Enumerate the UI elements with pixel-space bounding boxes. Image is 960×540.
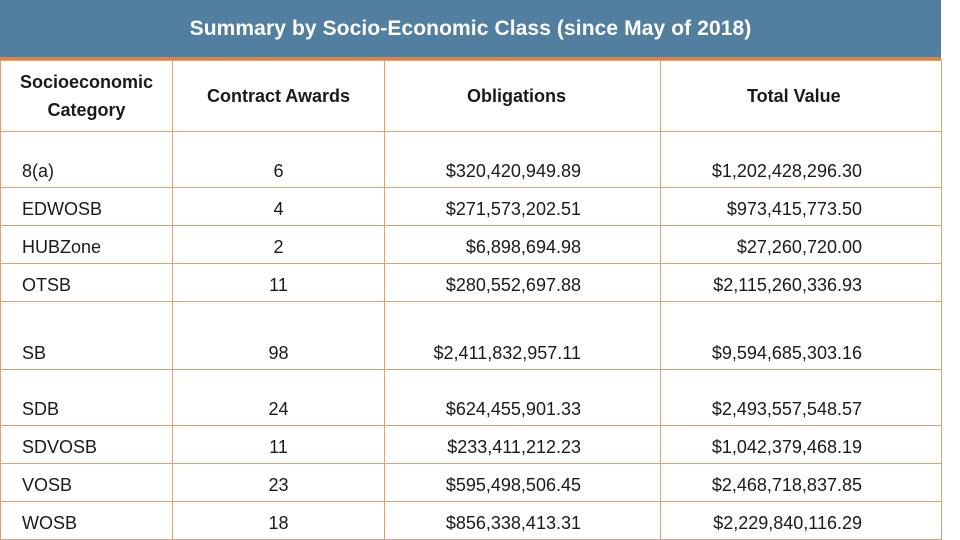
table-row: 8(a) 6 $320,420,949.89 $1,202,428,296.30 bbox=[0, 131, 942, 188]
cell-category: OTSB bbox=[0, 263, 173, 302]
cell-obligations: $280,552,697.88 bbox=[384, 263, 661, 302]
header-obligations: Obligations bbox=[384, 60, 661, 132]
cell-total: $2,229,840,116.29 bbox=[660, 501, 942, 540]
cell-awards: 23 bbox=[172, 463, 385, 502]
cell-awards: 4 bbox=[172, 187, 385, 226]
cell-obligations: $320,420,949.89 bbox=[384, 131, 661, 188]
table-row: VOSB 23 $595,498,506.45 $2,468,718,837.8… bbox=[0, 463, 942, 502]
cell-category: SDVOSB bbox=[0, 425, 173, 464]
cell-total: $1,202,428,296.30 bbox=[660, 131, 942, 188]
cell-obligations: $233,411,212.23 bbox=[384, 425, 661, 464]
table-row: OTSB 11 $280,552,697.88 $2,115,260,336.9… bbox=[0, 263, 942, 302]
header-category-line1: Socioeconomic bbox=[19, 72, 154, 92]
cell-total: $2,468,718,837.85 bbox=[660, 463, 942, 502]
cell-total: $9,594,685,303.16 bbox=[660, 301, 942, 370]
cell-category: SDB bbox=[0, 369, 173, 426]
cell-category: EDWOSB bbox=[0, 187, 173, 226]
cell-awards: 24 bbox=[172, 369, 385, 426]
cell-awards: 11 bbox=[172, 425, 385, 464]
cell-total: $2,115,260,336.93 bbox=[660, 263, 942, 302]
title-bar: Summary by Socio-Economic Class (since M… bbox=[0, 0, 941, 60]
table-row: SDB 24 $624,455,901.33 $2,493,557,548.57 bbox=[0, 369, 942, 426]
header-awards: Contract Awards bbox=[172, 60, 385, 132]
cell-category: SB bbox=[0, 301, 173, 370]
table-row: HUBZone 2 $6,898,694.98 $27,260,720.00 bbox=[0, 225, 942, 264]
cell-category: VOSB bbox=[0, 463, 173, 502]
cell-obligations: $6,898,694.98 bbox=[384, 225, 661, 264]
table-row: SB 98 $2,411,832,957.11 $9,594,685,303.1… bbox=[0, 301, 942, 370]
table-row: SDVOSB 11 $233,411,212.23 $1,042,379,468… bbox=[0, 425, 942, 464]
cell-obligations: $271,573,202.51 bbox=[384, 187, 661, 226]
cell-total: $973,415,773.50 bbox=[660, 187, 942, 226]
cell-awards: 2 bbox=[172, 225, 385, 264]
table-row: WOSB 18 $856,338,413.31 $2,229,840,116.2… bbox=[0, 501, 942, 540]
cell-awards: 18 bbox=[172, 501, 385, 540]
cell-awards: 98 bbox=[172, 301, 385, 370]
cell-awards: 11 bbox=[172, 263, 385, 302]
cell-category: HUBZone bbox=[0, 225, 173, 264]
cell-obligations: $2,411,832,957.11 bbox=[384, 301, 661, 370]
cell-category: 8(a) bbox=[0, 131, 173, 188]
summary-table: Socioeconomic Category Contract Awards O… bbox=[0, 60, 942, 540]
header-total: Total Value bbox=[660, 60, 942, 132]
cell-obligations: $624,455,901.33 bbox=[384, 369, 661, 426]
cell-obligations: $856,338,413.31 bbox=[384, 501, 661, 540]
table-row: EDWOSB 4 $271,573,202.51 $973,415,773.50 bbox=[0, 187, 942, 226]
cell-obligations: $595,498,506.45 bbox=[384, 463, 661, 502]
cell-category: WOSB bbox=[0, 501, 173, 540]
header-category-line2: Category bbox=[47, 100, 126, 120]
cell-total: $27,260,720.00 bbox=[660, 225, 942, 264]
page-title: Summary by Socio-Economic Class (since M… bbox=[189, 16, 752, 40]
header-row: Socioeconomic Category Contract Awards O… bbox=[0, 60, 942, 132]
cell-awards: 6 bbox=[172, 131, 385, 188]
cell-total: $1,042,379,468.19 bbox=[660, 425, 942, 464]
header-category: Socioeconomic Category bbox=[0, 60, 173, 132]
cell-total: $2,493,557,548.57 bbox=[660, 369, 942, 426]
